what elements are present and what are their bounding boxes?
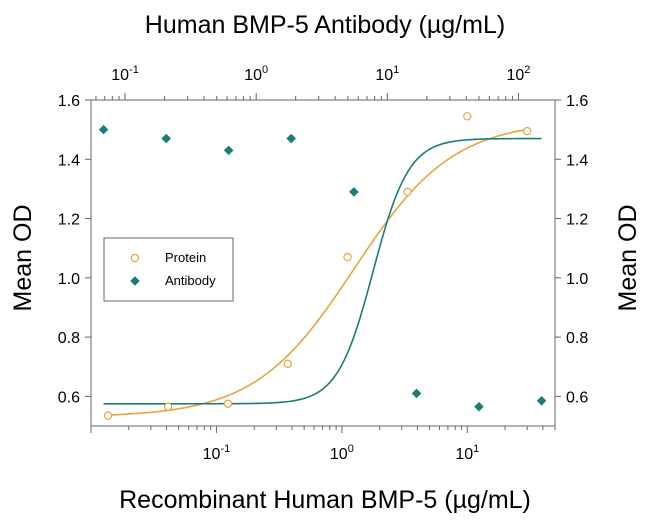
antibody-point (349, 187, 359, 197)
top-x-tick-label: 100 (244, 64, 268, 84)
antibody-point (411, 388, 422, 399)
protein-point (522, 126, 532, 136)
antibody-point (474, 401, 484, 412)
y-axis-label-right: Mean OD (614, 205, 642, 312)
legend-label-antibody: Antibody (165, 273, 216, 288)
y-tick-label-right: 1.0 (566, 271, 588, 288)
y-tick-label-right: 1.6 (566, 93, 588, 110)
bottom-x-tick-label: 100 (330, 443, 354, 463)
bottom-x-tick-label: 10-1 (203, 443, 231, 463)
protein-fit-curve (108, 128, 528, 416)
ticks-layer: 10-1 100 101 10-1 100 101 102 0.6 0.6 0.8 0.8 1.0 1.… (58, 64, 589, 463)
y-tick-label-left: 1.2 (58, 212, 80, 229)
antibody-point (98, 124, 109, 135)
legend-marker-protein (130, 253, 140, 263)
protein-point (103, 411, 113, 420)
y-tick-label-right: 0.6 (566, 389, 588, 406)
protein-point (223, 399, 233, 408)
top-x-tick-label: 101 (375, 64, 399, 84)
y-tick-label-right: 0.8 (566, 330, 588, 347)
legend-label-protein: Protein (165, 250, 206, 265)
y-tick-label-left: 0.8 (58, 330, 80, 347)
legend-marker-antibody (130, 276, 140, 286)
antibody-point (161, 133, 172, 144)
protein-point (343, 252, 352, 262)
legend: Protein Antibody (103, 237, 234, 302)
top-x-tick-label: 102 (506, 64, 530, 84)
y-tick-label-right: 1.2 (566, 212, 588, 229)
protein-point (163, 402, 173, 411)
antibody-point (223, 145, 234, 156)
top-x-tick-label: 10-1 (111, 64, 139, 84)
y-tick-label-left: 1.0 (58, 271, 80, 288)
curves-layer (103, 128, 542, 416)
protein-point (283, 359, 292, 368)
protein-point (463, 112, 472, 121)
protein-point (403, 187, 412, 197)
y-tick-label-right: 1.4 (566, 152, 588, 169)
y-axis-label-left: Mean OD (9, 205, 37, 312)
legend-items: Protein Antibody (130, 250, 216, 288)
bottom-x-tick-label: 101 (455, 443, 479, 463)
legend-box (103, 237, 234, 302)
plot-frame (90, 99, 556, 427)
y-tick-label-left: 1.4 (58, 152, 80, 169)
antibody-point (536, 396, 547, 406)
y-tick-label-left: 1.6 (58, 93, 80, 110)
antibody-fit-curve (103, 137, 542, 405)
antibody-point (286, 133, 297, 144)
y-tick-label-left: 0.6 (58, 389, 80, 406)
x-axis-label: Recombinant Human BMP-5 (µg/mL) (119, 486, 531, 514)
points-layer (98, 112, 547, 420)
chart-title: Human BMP-5 Antibody (µg/mL) (145, 11, 505, 39)
